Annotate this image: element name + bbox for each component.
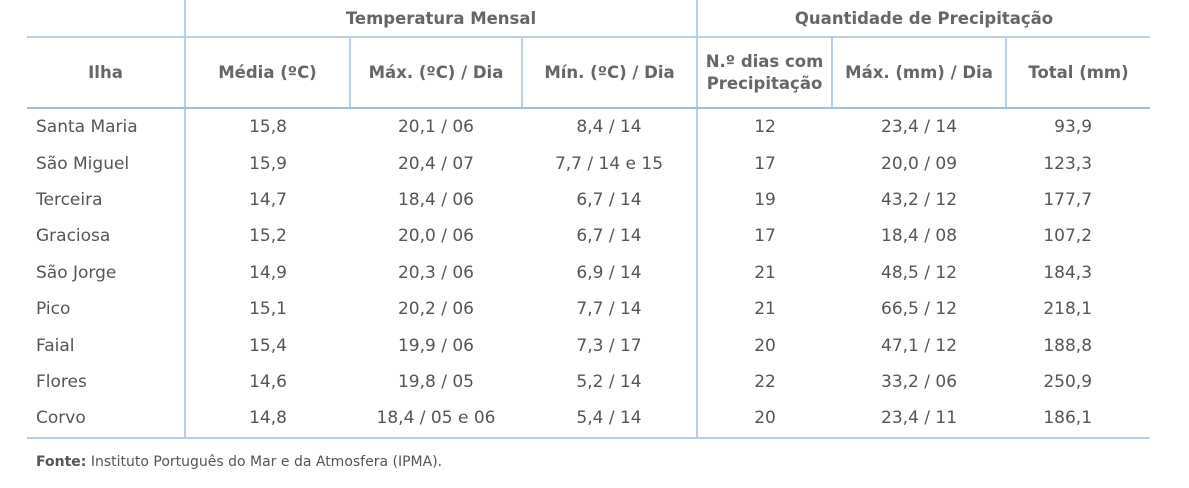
group-row: Temperatura Mensal Quantidade de Precipi… [27, 0, 1151, 38]
table-cell: 250,9 [1043, 371, 1093, 392]
table-cell: 18,4 / 08 [881, 226, 958, 247]
table-cell: 43,2 / 12 [881, 189, 958, 210]
table-cell: 7,7 / 14 [576, 299, 642, 320]
table-cell: 23,4 / 14 [881, 117, 958, 138]
table-cell: 20 [696, 327, 833, 364]
group-header: Temperatura Mensal [183, 0, 698, 38]
table-cell: 177,7 [1043, 189, 1093, 210]
table-cell: 14,8 [184, 400, 350, 439]
table-cell: 48,5 / 12 [881, 262, 958, 283]
table-cell: 21 [696, 290, 833, 328]
table-cell: 218,1 [1043, 299, 1093, 320]
table-cell: 23,4 / 11 [832, 400, 1007, 439]
table-row: Graciosa 15,2 20,0 / 06 6,7 / 14 17 18,4 / 08… [27, 218, 1150, 255]
table-cell: 15,1 [184, 290, 350, 328]
table-cell: 186,1 [1006, 400, 1151, 439]
table-cell: 14,9 [184, 254, 350, 291]
table-cell: 7,7 / 14 e 15 [554, 153, 664, 174]
table-row: São Jorge 14,9 20,3 / 06 6,9 / 14 21 48,5 / 1… [27, 254, 1150, 291]
table-cell: 12 [696, 108, 833, 146]
table-cell: 19 [696, 181, 833, 219]
row-label: Corvo [27, 400, 185, 439]
table-cell: 18,4 / 05 e 06 [350, 400, 522, 439]
table-cell: 14,6 [184, 363, 350, 401]
column-header: Ilha [27, 37, 185, 109]
source-label: Fonte: [36, 454, 87, 470]
table-cell: 15,4 [184, 327, 350, 364]
table-row: São Miguel 15,9 20,4 / 07 7,7 / 14 e 15 17 20… [27, 145, 1150, 182]
row-label: Flores [36, 371, 87, 392]
table-cell: 19,8 / 05 [397, 371, 475, 392]
table-cell: 6,9 / 14 [576, 262, 642, 283]
table-row: Santa Maria 15,8 20,1 / 06 8,4 / 14 12 23,4 /… [27, 108, 1150, 146]
row-label: Faial [36, 335, 75, 356]
table-cell: 18,4 / 06 [397, 189, 475, 210]
table-row: Faial 15,4 19,9 / 06 7,3 / 17 20 47,1 / 12 188… [27, 327, 1150, 364]
table-cell: 5,2 / 14 [576, 371, 642, 392]
column-header: Mín. (ºC) / Dia [520, 37, 698, 109]
table-cell: 20,4 / 07 [397, 153, 475, 174]
table-row: Corvo 14,8 18,4 / 05 e 06 5,4 / 14 20 23,4 / … [27, 400, 1151, 439]
table-cell: 19,9 / 06 [397, 335, 475, 356]
row-label: São Miguel [36, 153, 130, 174]
table-cell: 107,2 [1043, 226, 1093, 247]
source-text: Instituto Português do Mar e da Atmosfer… [90, 454, 443, 470]
data-table: Temperatura Mensal Quantidade de Precipi… [27, 0, 1151, 439]
row-label: Terceira [36, 189, 103, 210]
row-label: Pico [36, 299, 71, 320]
column-header: Máx. (mm) / Dia [831, 37, 1007, 109]
table-cell: 6,7 / 14 [576, 189, 642, 210]
column-header: Total (mm) [1005, 37, 1151, 109]
column-header: Máx. (ºC) / Dia [349, 37, 522, 109]
table-body: Santa Maria 15,8 20,1 / 06 8,4 / 14 12 23,4 /… [27, 108, 1151, 439]
table-cell: 20,2 / 06 [397, 299, 475, 320]
table-cell: 20,0 / 06 [397, 226, 475, 247]
table-row: Terceira 14,7 18,4 / 06 6,7 / 14 19 43,2 / 12… [27, 181, 1150, 219]
table-row: Flores 14,6 19,8 / 05 5,2 / 14 22 33,2 / 06 25… [27, 363, 1150, 401]
table-cell: 8,4 / 14 [576, 117, 642, 138]
table-cell: 33,2 / 06 [881, 371, 958, 392]
source-note: Fonte: Instituto Português do Mar e da A… [36, 454, 442, 470]
table-cell: 66,5 / 12 [881, 299, 958, 320]
table-cell: 20,0 / 09 [881, 153, 958, 174]
table-row: Pico 15,1 20,2 / 06 7,7 / 14 21 66,5 / 12 218,… [27, 290, 1150, 328]
empty-cell [27, 0, 185, 38]
table-cell: 15,2 [184, 218, 350, 255]
table-cell: 20,3 / 06 [397, 262, 475, 283]
table-cell: 7,3 / 17 [576, 335, 642, 356]
table-cell: 14,7 [184, 181, 350, 219]
table-cell: 123,3 [1043, 153, 1093, 174]
table-cell: 17 [696, 145, 833, 182]
column-header: Média (ºC) [184, 37, 350, 109]
row-label: Graciosa [36, 226, 111, 247]
table-cell: 15,8 [184, 108, 350, 146]
table-cell: 20 [696, 400, 833, 439]
table-cell: 188,8 [1043, 335, 1093, 356]
table-cell: 5,4 / 14 [522, 400, 698, 439]
group-header: Quantidade de Precipitação [696, 0, 1151, 38]
table-cell: 47,1 / 12 [881, 335, 958, 356]
table-cell: 6,7 / 14 [576, 226, 642, 247]
table-cell: 17 [696, 218, 833, 255]
table-cell: 20,1 / 06 [397, 117, 475, 138]
column-header: N.º dias com Precipitação [696, 37, 833, 109]
table-cell: 22 [696, 363, 833, 401]
table-cell: 184,3 [1043, 262, 1093, 283]
table-cell: 93,9 [1054, 117, 1093, 138]
header-row: Ilha Média (ºC) Máx. (ºC) / Dia Mín. (ºC) /… [27, 37, 1151, 109]
row-label: São Jorge [36, 262, 117, 283]
table-cell: 15,9 [184, 145, 350, 182]
table-cell: 21 [696, 254, 833, 291]
row-label: Santa Maria [36, 117, 138, 138]
